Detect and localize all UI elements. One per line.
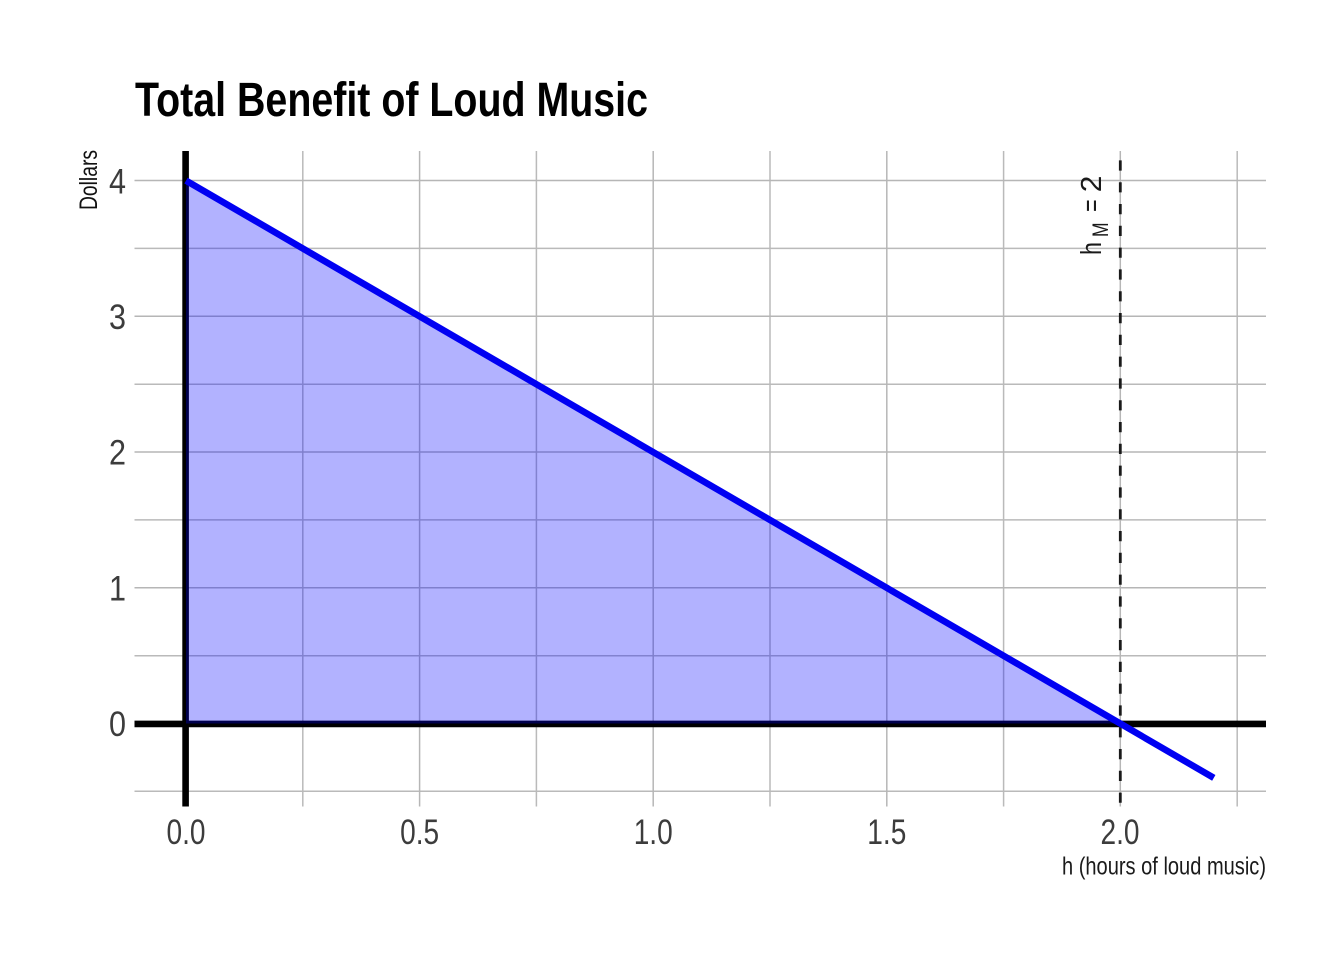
svg-text:1: 1: [109, 569, 126, 608]
svg-text:h (hours of loud music): h (hours of loud music): [1062, 853, 1266, 881]
svg-text:2: 2: [109, 434, 126, 473]
svg-text:M: M: [1088, 222, 1113, 237]
svg-text:h: h: [1076, 242, 1108, 255]
svg-text:Total Benefit of Loud Music: Total Benefit of Loud Music: [135, 74, 648, 127]
svg-text:4: 4: [109, 163, 126, 202]
svg-text:2: 2: [1076, 176, 1108, 193]
svg-text:0.0: 0.0: [167, 813, 206, 852]
svg-text:0: 0: [109, 705, 126, 744]
svg-text:2.0: 2.0: [1101, 813, 1140, 852]
svg-text:1.0: 1.0: [634, 813, 673, 852]
svg-text:0.5: 0.5: [400, 813, 439, 852]
svg-text:Dollars: Dollars: [75, 150, 103, 210]
svg-text:1.5: 1.5: [867, 813, 906, 852]
svg-text:=: =: [1076, 200, 1108, 212]
svg-text:3: 3: [109, 298, 126, 337]
